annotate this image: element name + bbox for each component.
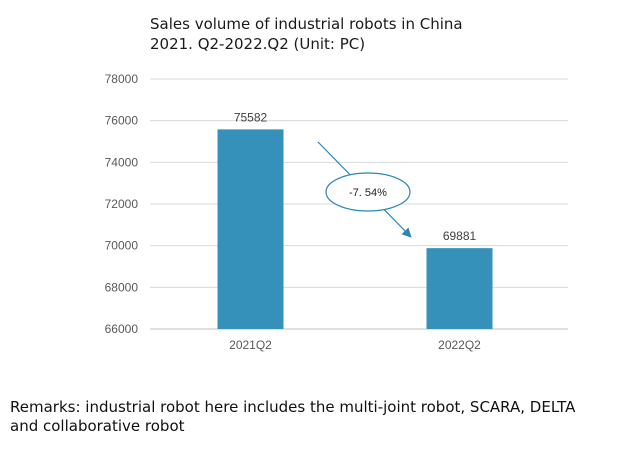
- remarks-line-2: and collaborative robot: [10, 417, 185, 435]
- y-tick-label: 74000: [105, 155, 139, 169]
- y-tick-label: 78000: [105, 72, 139, 86]
- chart-title-line-1: Sales volume of industrial robots in Chi…: [150, 15, 463, 33]
- data-label: 75582: [234, 110, 268, 124]
- chart: Sales volume of industrial robots in Chi…: [105, 14, 610, 352]
- x-tick-label: 2021Q2: [229, 338, 272, 352]
- chart-plot: 66000 68000 70000 72000 74000 76000 78000 75582…: [105, 72, 568, 352]
- bar: [426, 248, 493, 329]
- data-label: 69881: [443, 229, 477, 243]
- remarks-line-1: Remarks: industrial robot here includes …: [10, 398, 576, 416]
- y-tick-label: 76000: [105, 114, 139, 128]
- y-tick-label: 66000: [105, 322, 139, 336]
- remarks-note: Remarks: industrial robot here includes …: [10, 398, 620, 436]
- chart-title: Sales volume of industrial robots in Chi…: [150, 14, 610, 54]
- change-label: -7. 54%: [349, 187, 387, 199]
- y-tick-label: 70000: [105, 239, 139, 253]
- change-ellipse: [325, 172, 411, 212]
- y-tick-label: 68000: [105, 280, 139, 294]
- x-tick-label: 2022Q2: [438, 338, 481, 352]
- bar: [217, 129, 284, 329]
- chart-title-line-2: 2021. Q2-2022.Q2 (Unit: PC): [150, 35, 366, 53]
- y-tick-label: 72000: [105, 197, 139, 211]
